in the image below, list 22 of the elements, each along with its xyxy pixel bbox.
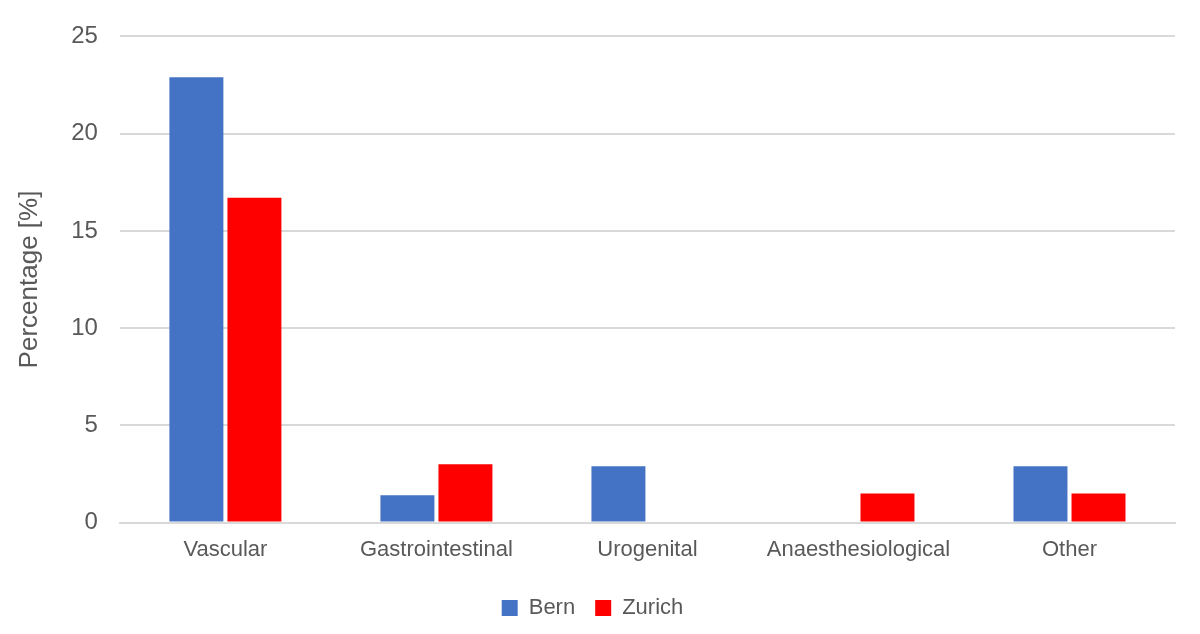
bar	[1013, 466, 1068, 522]
bar	[591, 466, 646, 522]
x-tick-label: Urogenital	[597, 535, 698, 561]
y-tick-label: 25	[71, 21, 98, 49]
bar	[380, 495, 435, 522]
y-tick-label: 5	[84, 409, 98, 437]
y-tick-label: 0	[84, 507, 98, 535]
x-tick-label: Anaesthesiological	[766, 535, 951, 561]
y-tick-label: 15	[71, 215, 98, 243]
legend-label: Bern	[528, 594, 576, 620]
y-axis-title: Percentage [%]	[12, 190, 43, 369]
y-tick-label: 20	[71, 118, 98, 146]
bar	[860, 493, 915, 522]
bar	[169, 77, 224, 522]
bar	[1071, 493, 1126, 522]
bar	[438, 464, 493, 522]
bar	[227, 197, 282, 522]
x-tick-label: Vascular	[183, 535, 268, 561]
x-tick-label: Gastrointestinal	[360, 535, 513, 561]
x-tick-label: Other	[1041, 535, 1098, 561]
legend-label: Zurich	[622, 594, 684, 620]
y-tick-label: 10	[71, 312, 98, 340]
